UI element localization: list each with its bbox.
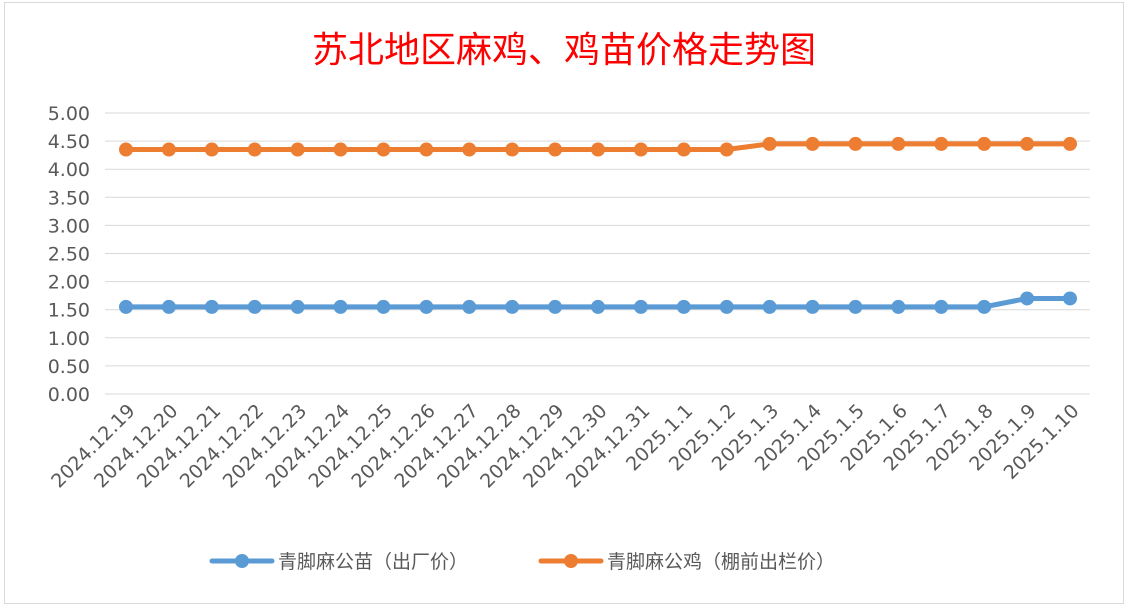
data-point [848, 299, 863, 314]
data-point [204, 142, 219, 157]
series-layer [119, 136, 1077, 314]
data-point [719, 299, 734, 314]
data-point [977, 136, 992, 151]
data-point [462, 299, 477, 314]
data-point [290, 142, 305, 157]
series-1 [119, 291, 1077, 314]
y-tick-label: 3.50 [48, 187, 90, 209]
y-tick-label: 2.50 [48, 244, 90, 266]
y-tick-label: 1.50 [48, 300, 90, 322]
y-tick-label: 0.50 [48, 356, 90, 378]
data-point [805, 136, 820, 151]
data-point [977, 299, 992, 314]
data-point [290, 299, 305, 314]
data-point [419, 142, 434, 157]
data-point [419, 299, 434, 314]
data-point [1063, 136, 1077, 151]
data-point [891, 299, 906, 314]
data-point [247, 142, 262, 157]
y-tick-label: 4.00 [48, 159, 90, 181]
legend-swatch-marker [564, 554, 578, 568]
y-tick-label: 4.50 [48, 131, 90, 153]
y-tick-label: 5.00 [48, 103, 90, 125]
y-tick-label: 0.00 [48, 384, 90, 406]
data-point [247, 299, 262, 314]
data-point [848, 136, 863, 151]
data-point [1063, 291, 1077, 306]
data-point [633, 299, 648, 314]
data-point [505, 299, 520, 314]
data-point [934, 299, 949, 314]
chart-title: 苏北地区麻鸡、鸡苗价格走势图 [312, 30, 816, 71]
data-point [376, 142, 391, 157]
data-point [676, 299, 691, 314]
data-point [762, 299, 777, 314]
data-point [333, 142, 348, 157]
gridlines [105, 112, 1090, 395]
y-axis-ticks: 0.00 0.50 1.00 1.50 2.00 2.50 3.00 3.50 4.00 4.50… [48, 103, 90, 406]
series-2 [119, 136, 1077, 157]
legend: 青脚麻公苗（出厂价） 青脚麻公鸡（棚前出栏价） [209, 551, 835, 573]
legend-label: 青脚麻公苗（出厂价） [278, 551, 468, 573]
data-point [591, 299, 605, 314]
legend-item: 青脚麻公鸡（棚前出栏价） [538, 551, 835, 573]
data-point [376, 299, 391, 314]
y-tick-label: 2.00 [48, 272, 90, 294]
data-point [805, 299, 820, 314]
data-point [891, 136, 906, 151]
data-point [161, 142, 176, 157]
data-point [1020, 136, 1035, 151]
legend-swatch-marker [235, 554, 249, 568]
data-point [934, 136, 949, 151]
data-point [591, 142, 605, 157]
y-tick-label: 3.00 [48, 215, 90, 237]
data-point [676, 142, 691, 157]
data-point [505, 142, 520, 157]
data-point [161, 299, 176, 314]
x-axis-ticks: 2024.12.192024.12.202024.12.212024.12.22… [47, 400, 1083, 492]
data-point [633, 142, 648, 157]
legend-item: 青脚麻公苗（出厂价） [209, 551, 468, 573]
legend-label: 青脚麻公鸡（棚前出栏价） [607, 551, 835, 573]
data-point [119, 299, 133, 314]
data-point [333, 299, 348, 314]
data-point [719, 142, 734, 157]
data-point [548, 142, 563, 157]
data-point [548, 299, 563, 314]
data-point [762, 136, 777, 151]
data-point [462, 142, 477, 157]
data-point [119, 142, 133, 157]
y-tick-label: 1.00 [48, 328, 90, 350]
data-point [1020, 291, 1035, 306]
data-point [204, 299, 219, 314]
